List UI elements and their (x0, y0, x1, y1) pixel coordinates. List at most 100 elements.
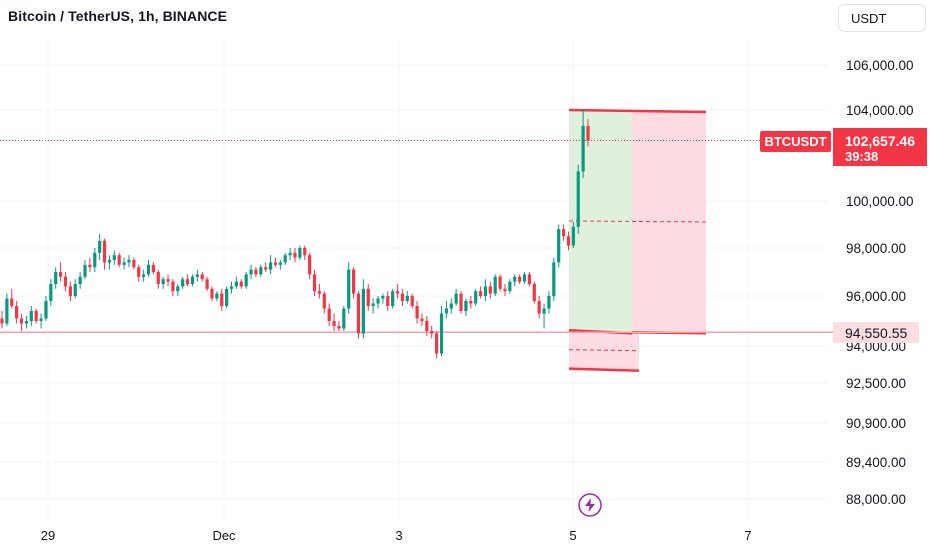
price-tick-label: 104,000.00 (846, 103, 914, 118)
candle (98, 233, 102, 260)
candle (195, 269, 199, 282)
candle (24, 316, 29, 329)
last-price-badge: 102,657.46 39:38 (833, 128, 927, 166)
candle (503, 284, 507, 296)
candle (581, 110, 585, 179)
candle (171, 279, 175, 296)
candle (498, 274, 502, 292)
candle (200, 272, 204, 282)
candle (547, 291, 551, 314)
target-midline (568, 220, 707, 223)
candle (88, 257, 92, 272)
candle (102, 238, 107, 270)
candle (273, 257, 278, 268)
time-tick-label: Dec (212, 528, 236, 543)
last-price-value: 102,657.46 (845, 133, 915, 149)
candle (439, 306, 444, 356)
currency-selector-button[interactable]: USDT (838, 4, 926, 32)
price-tick-label: 100,000.00 (846, 194, 914, 209)
price-tick-label: 106,000.00 (846, 58, 914, 73)
time-tick-label: 29 (41, 528, 55, 543)
candle (366, 284, 370, 311)
candle (259, 264, 263, 277)
candle (371, 298, 375, 314)
candle (449, 298, 453, 314)
symbol-badge-text: BTCUSDT (764, 134, 826, 149)
candle (122, 257, 126, 270)
candle (234, 276, 238, 289)
candle (127, 255, 131, 268)
candle (117, 252, 121, 268)
price-tick-label: 88,000.00 (846, 492, 906, 507)
candle (376, 296, 380, 309)
candle (39, 313, 43, 329)
candle (63, 272, 68, 292)
candle (19, 313, 24, 331)
candle (561, 224, 566, 241)
candle (527, 272, 531, 287)
time-tick-label: 5 (569, 528, 576, 543)
chart-title: Bitcoin / TetherUS, 1h, BINANCE (8, 8, 228, 24)
candle (249, 264, 253, 280)
candle (493, 274, 497, 296)
price-tick-label: 98,000.00 (846, 241, 906, 256)
candle (239, 279, 243, 289)
price-tick-label: 89,400.00 (846, 455, 906, 470)
candle (54, 267, 58, 289)
candle (386, 291, 390, 311)
candle (10, 288, 14, 309)
time-tick-label: 7 (744, 528, 751, 543)
candle (268, 255, 273, 275)
candle (293, 248, 297, 263)
candle (327, 303, 331, 326)
candle (312, 269, 317, 296)
symbol-badge: BTCUSDT (760, 131, 831, 152)
countdown-timer: 39:38 (845, 149, 878, 164)
candle (391, 288, 395, 309)
candle (518, 274, 522, 284)
candle (225, 286, 229, 309)
candle (405, 291, 409, 304)
loss-zone (569, 332, 639, 371)
candle (288, 248, 292, 260)
candle (566, 231, 571, 251)
candle (454, 288, 458, 306)
candle (59, 262, 63, 282)
candle (34, 308, 38, 324)
candle (29, 306, 33, 326)
candle (210, 286, 214, 301)
time-axis[interactable]: 29 Dec 3 5 7 (41, 528, 752, 543)
candle (283, 252, 287, 265)
candle (571, 222, 575, 248)
candle (205, 276, 209, 292)
candle (220, 288, 224, 311)
candle (356, 291, 361, 339)
candle (176, 284, 180, 296)
price-level-badge: 94,550.55 (833, 322, 919, 343)
time-tick-label: 3 (395, 528, 402, 543)
candle (151, 262, 155, 275)
candle (78, 272, 82, 289)
candle (308, 252, 312, 280)
candle (532, 281, 536, 304)
stop-midline (568, 349, 640, 352)
candle (244, 272, 248, 289)
candle (415, 301, 419, 324)
candle (5, 293, 9, 326)
candle (435, 331, 439, 359)
candle (278, 260, 282, 270)
candle (0, 311, 4, 329)
candle (474, 288, 478, 306)
price-tick-label: 96,000.00 (846, 289, 906, 304)
candle (430, 326, 434, 339)
candle (395, 284, 400, 299)
lightning-icon[interactable] (578, 493, 602, 517)
candle (522, 272, 527, 284)
price-tick-label: 90,900.00 (846, 416, 906, 431)
candle (146, 260, 151, 277)
price-axis[interactable]: 106,000.00 104,000.00 100,000.00 98,000.00 9… (846, 58, 914, 507)
candle (303, 245, 307, 260)
candle (317, 284, 322, 299)
candle (420, 313, 424, 326)
